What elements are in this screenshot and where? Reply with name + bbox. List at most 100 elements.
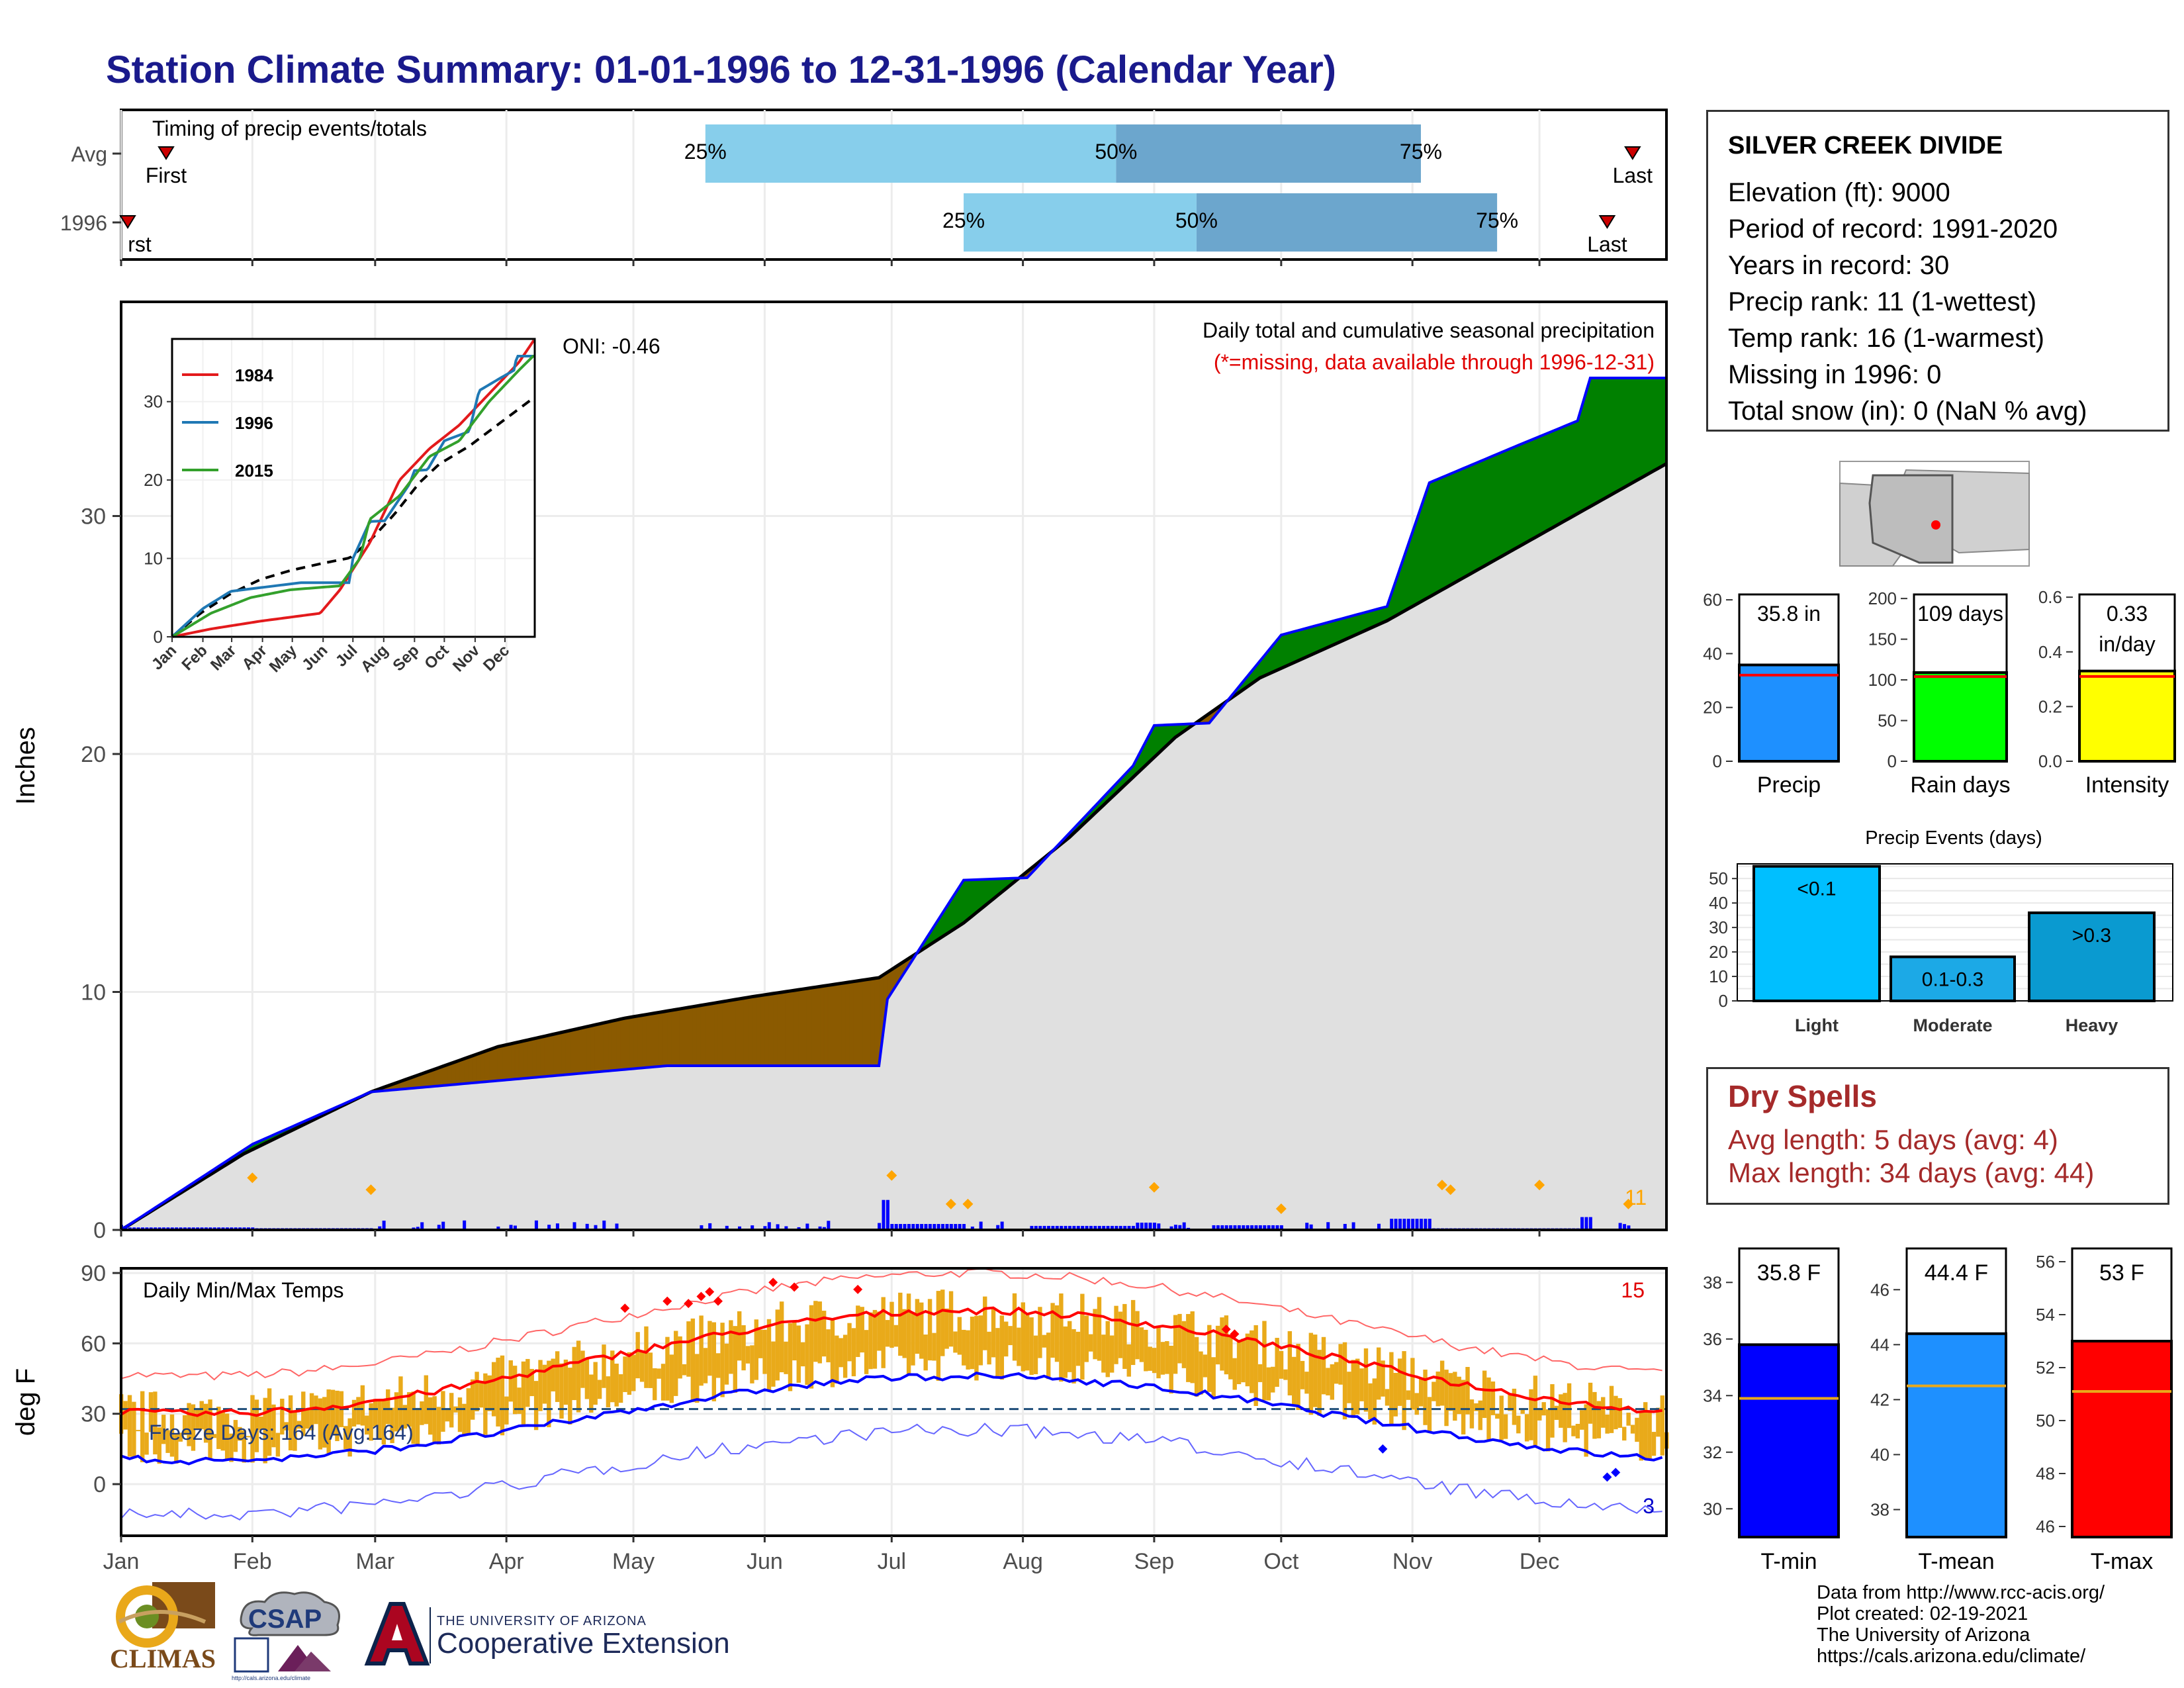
- daily-precip-bar: [1263, 1225, 1267, 1230]
- daily-temp-range-bar: [978, 1315, 983, 1366]
- daily-precip-bar: [1279, 1225, 1283, 1230]
- temp-bar-axis-label: T-mean: [1918, 1549, 1994, 1574]
- departure-fill: [1459, 467, 1464, 581]
- daily-precip-bar: [1136, 1222, 1140, 1230]
- daily-temp-range-bar: [733, 1326, 738, 1393]
- daily-temp-range-bar: [657, 1368, 661, 1379]
- month-axis-label: Jan: [103, 1549, 140, 1574]
- temp-bar-tick-label: 46: [2036, 1517, 2055, 1536]
- dry-spells-max: Max length: 34 days (avg: 44): [1728, 1157, 2095, 1188]
- daily-temp-range-bar: [449, 1393, 454, 1428]
- daily-temp-range-bar: [1347, 1372, 1351, 1403]
- timing-bar-q25-q50: [705, 124, 1116, 183]
- daily-temp-range-bar: [1059, 1293, 1064, 1382]
- daily-temp-range-bar: [1563, 1393, 1567, 1442]
- daily-temp-range-bar: [881, 1297, 886, 1368]
- daily-temp-range-bar: [674, 1331, 678, 1396]
- daily-temp-range-bar: [839, 1338, 843, 1368]
- daily-precip-bar: [1305, 1223, 1309, 1230]
- daily-precip-bar: [1351, 1222, 1355, 1230]
- daily-temp-range-bar: [250, 1395, 255, 1463]
- daily-temp-range-bar: [136, 1430, 140, 1432]
- departure-fill: [1424, 483, 1430, 600]
- departure-fill: [1615, 377, 1621, 493]
- daily-precip-bar: [949, 1224, 953, 1230]
- daily-temp-range-bar: [568, 1368, 572, 1425]
- departure-fill: [844, 982, 850, 1066]
- station-temp-rank: Temp rank: 16 (1-warmest): [1728, 324, 2044, 353]
- daily-temp-range-bar: [589, 1374, 594, 1413]
- departure-fill: [1344, 616, 1349, 641]
- departure-fill: [1641, 377, 1646, 479]
- inset-legend-label: 1996: [235, 413, 273, 433]
- departure-fill: [772, 992, 778, 1066]
- departure-fill: [794, 989, 799, 1066]
- daily-temp-range-bar: [970, 1317, 975, 1370]
- temp-bar-tick-label: 38: [1870, 1499, 1889, 1519]
- mini-bar-tick-label: 50: [1878, 711, 1897, 731]
- daily-precip-bar: [1182, 1222, 1186, 1230]
- departure-fill: [1332, 620, 1337, 646]
- daily-temp-range-bar: [1190, 1311, 1195, 1383]
- daily-precip-bar: [776, 1224, 780, 1230]
- daily-temp-range-bar: [1453, 1372, 1457, 1421]
- daily-precip-bar: [534, 1220, 538, 1230]
- departure-fill: [1577, 406, 1582, 514]
- daily-temp-range-bar: [1461, 1380, 1466, 1434]
- avg-tmin-line: [120, 1371, 1663, 1466]
- daily-temp-range-bar: [1025, 1315, 1030, 1371]
- daily-temp-range-bar: [1130, 1299, 1136, 1366]
- station-snow: Total snow (in): 0 (NaN % avg): [1728, 397, 2087, 426]
- daily-precip-bar: [1326, 1222, 1330, 1230]
- precip-events-tick-label: 40: [1709, 893, 1728, 913]
- daily-precip-bar: [1377, 1223, 1381, 1230]
- daily-precip-bar: [1580, 1217, 1584, 1230]
- daily-precip-bar: [1394, 1219, 1398, 1230]
- daily-temp-range-bar: [893, 1325, 899, 1347]
- daily-temp-range-bar: [1334, 1362, 1339, 1384]
- timing-bar-q50-q75: [1196, 193, 1498, 252]
- daily-temp-range-bar: [1266, 1367, 1271, 1401]
- daily-temp-range-bar: [533, 1381, 539, 1430]
- daily-precip-bar: [1343, 1223, 1347, 1230]
- daily-temp-range-bar: [1029, 1317, 1034, 1376]
- daily-temp-range-bar: [500, 1355, 505, 1436]
- daily-precip-bar: [513, 1225, 517, 1230]
- timing-first-marker: [158, 146, 175, 160]
- inset-y-tick-label: 0: [154, 627, 163, 647]
- heavy-precip-marker: [886, 1170, 897, 1181]
- daily-precip-bar: [797, 1227, 801, 1230]
- daily-precip-bar: [700, 1225, 704, 1230]
- daily-temp-range-bar: [669, 1354, 674, 1403]
- departure-fill: [582, 1026, 588, 1074]
- daily-precip-bar: [572, 1222, 576, 1230]
- timing-q75-label: 75%: [1476, 209, 1518, 232]
- departure-fill: [972, 879, 977, 917]
- daily-temp-range-bar: [606, 1376, 611, 1407]
- daily-temp-range-bar: [1643, 1402, 1648, 1460]
- daily-temp-range-bar: [1393, 1372, 1398, 1417]
- footer-credits: Data from http://www.rcc-acis.org/ Plot …: [1817, 1582, 2105, 1667]
- daily-temp-range-bar: [936, 1291, 941, 1381]
- daily-precip-bar: [763, 1226, 767, 1230]
- daily-temp-range-bar: [1495, 1413, 1500, 1419]
- daily-temp-range-bar: [1410, 1358, 1415, 1410]
- daily-precip-bar: [894, 1224, 898, 1230]
- daily-temp-range-bar: [1550, 1384, 1555, 1438]
- daily-precip-bar: [818, 1226, 822, 1230]
- temp-bar-tick-label: 36: [1703, 1329, 1722, 1349]
- daily-temp-range-bar: [301, 1391, 306, 1436]
- timing-last-label: Last: [1613, 164, 1653, 187]
- daily-temp-range-bar: [1524, 1414, 1529, 1442]
- departure-fill: [480, 1051, 486, 1083]
- temp-bar-tick-label: 48: [2036, 1464, 2055, 1483]
- departure-fill: [751, 996, 757, 1066]
- daily-precip-bar: [1106, 1225, 1110, 1230]
- daily-temp-range-bar: [394, 1392, 399, 1432]
- daily-precip-bar: [928, 1224, 932, 1230]
- daily-temp-range-bar: [932, 1333, 936, 1361]
- departure-fill: [459, 1058, 465, 1085]
- departure-fill: [790, 990, 795, 1066]
- departure-fill: [629, 1016, 634, 1070]
- csap-logo: [234, 1591, 340, 1673]
